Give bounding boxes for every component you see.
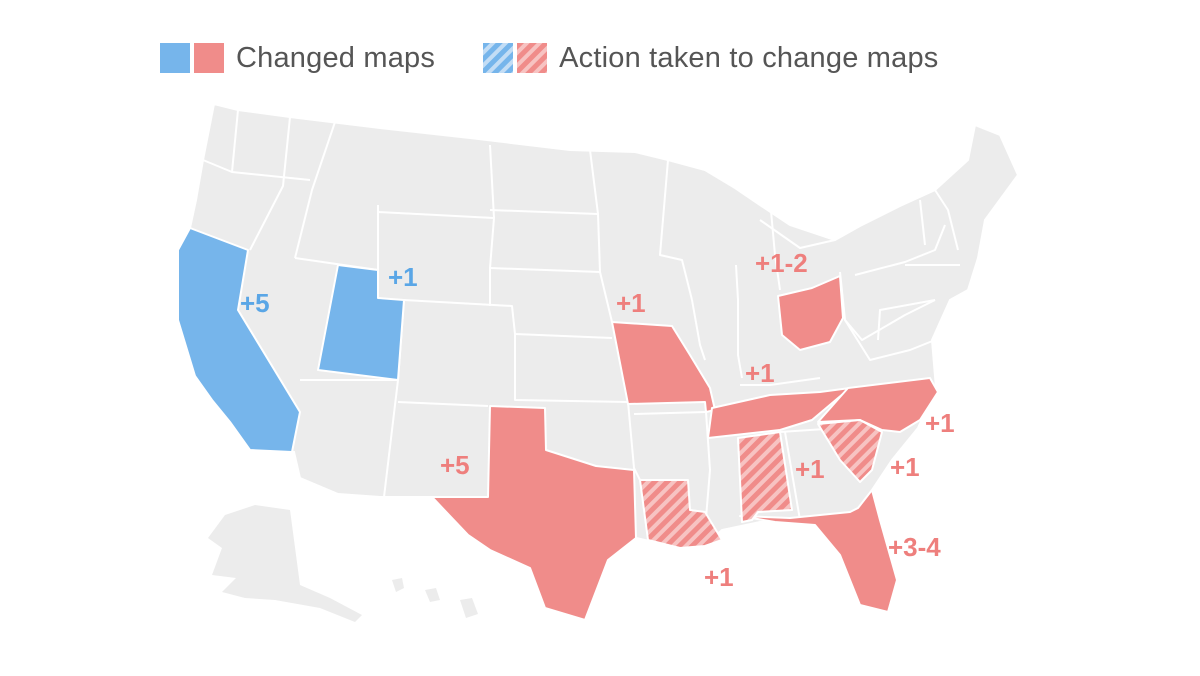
legend-changed: Changed maps [160,42,435,75]
alaska-shape [208,505,362,622]
state-north-carolina [817,377,939,433]
legend-swatch-republican-hatched [517,43,548,73]
label-south-carolina: +1 [890,452,920,482]
label-louisiana: +1 [704,562,734,592]
state-utah [317,264,405,381]
label-utah: +1 [388,262,418,292]
label-north-carolina: +1 [925,408,955,438]
label-tennessee: +1 [745,358,775,388]
state-borders [202,109,960,521]
legend-action: Action taken to change maps [483,42,938,75]
state-tennessee [707,387,851,439]
legend-swatch-republican-solid [194,43,224,73]
legend-changed-label: Changed maps [236,41,436,74]
label-florida: +3-4 [888,532,941,562]
hawaii-shape [392,578,478,618]
state-south-carolina [817,419,883,483]
state-california [177,227,301,453]
state-louisiana [639,479,723,549]
legend-action-label: Action taken to change maps [559,41,939,74]
label-alabama: +1 [795,454,825,484]
legend-swatch-democrat-solid [160,43,190,73]
label-california: +5 [240,288,270,318]
label-ohio: +1-2 [755,248,808,278]
state-florida [739,489,898,613]
legend: Changed maps Action taken to change maps [160,38,987,78]
state-alabama [737,431,793,523]
label-texas: +5 [440,450,470,480]
state-ohio [777,275,844,351]
state-texas [431,405,637,621]
label-missouri: +1 [616,288,646,318]
legend-swatch-democrat-hatched [483,43,514,73]
